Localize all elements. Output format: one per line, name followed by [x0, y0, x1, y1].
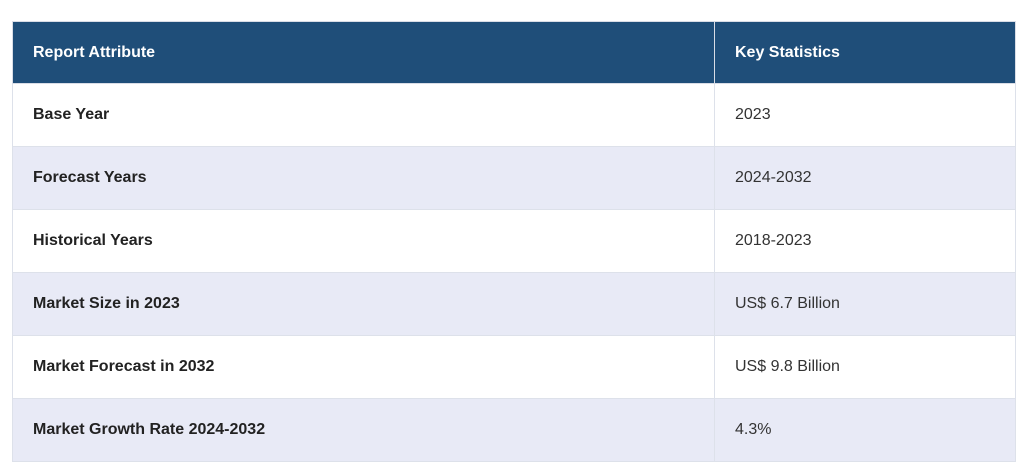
attribute-cell: Forecast Years [12, 146, 715, 210]
attribute-cell: Market Size in 2023 [12, 272, 715, 336]
statistic-cell: 4.3% [714, 398, 1016, 462]
attribute-cell: Market Forecast in 2032 [12, 335, 715, 399]
table-row: Forecast Years 2024-2032 [12, 146, 1016, 210]
attribute-cell: Base Year [12, 83, 715, 147]
statistic-cell: 2023 [714, 83, 1016, 147]
statistic-cell: US$ 6.7 Billion [714, 272, 1016, 336]
report-table-container: Report Attribute Key Statistics Base Yea… [12, 21, 1016, 462]
table-header-row: Report Attribute Key Statistics [12, 21, 1016, 84]
statistic-cell: 2024-2032 [714, 146, 1016, 210]
table-row: Market Forecast in 2032 US$ 9.8 Billion [12, 335, 1016, 399]
statistic-cell: 2018-2023 [714, 209, 1016, 273]
table-row: Historical Years 2018-2023 [12, 209, 1016, 273]
statistic-cell: US$ 9.8 Billion [714, 335, 1016, 399]
table-row: Market Growth Rate 2024-2032 4.3% [12, 398, 1016, 462]
header-key-statistics: Key Statistics [714, 21, 1016, 84]
attribute-cell: Market Growth Rate 2024-2032 [12, 398, 715, 462]
report-attributes-table: Report Attribute Key Statistics Base Yea… [12, 21, 1016, 462]
table-row: Market Size in 2023 US$ 6.7 Billion [12, 272, 1016, 336]
header-report-attribute: Report Attribute [12, 21, 715, 84]
attribute-cell: Historical Years [12, 209, 715, 273]
table-row: Base Year 2023 [12, 83, 1016, 147]
